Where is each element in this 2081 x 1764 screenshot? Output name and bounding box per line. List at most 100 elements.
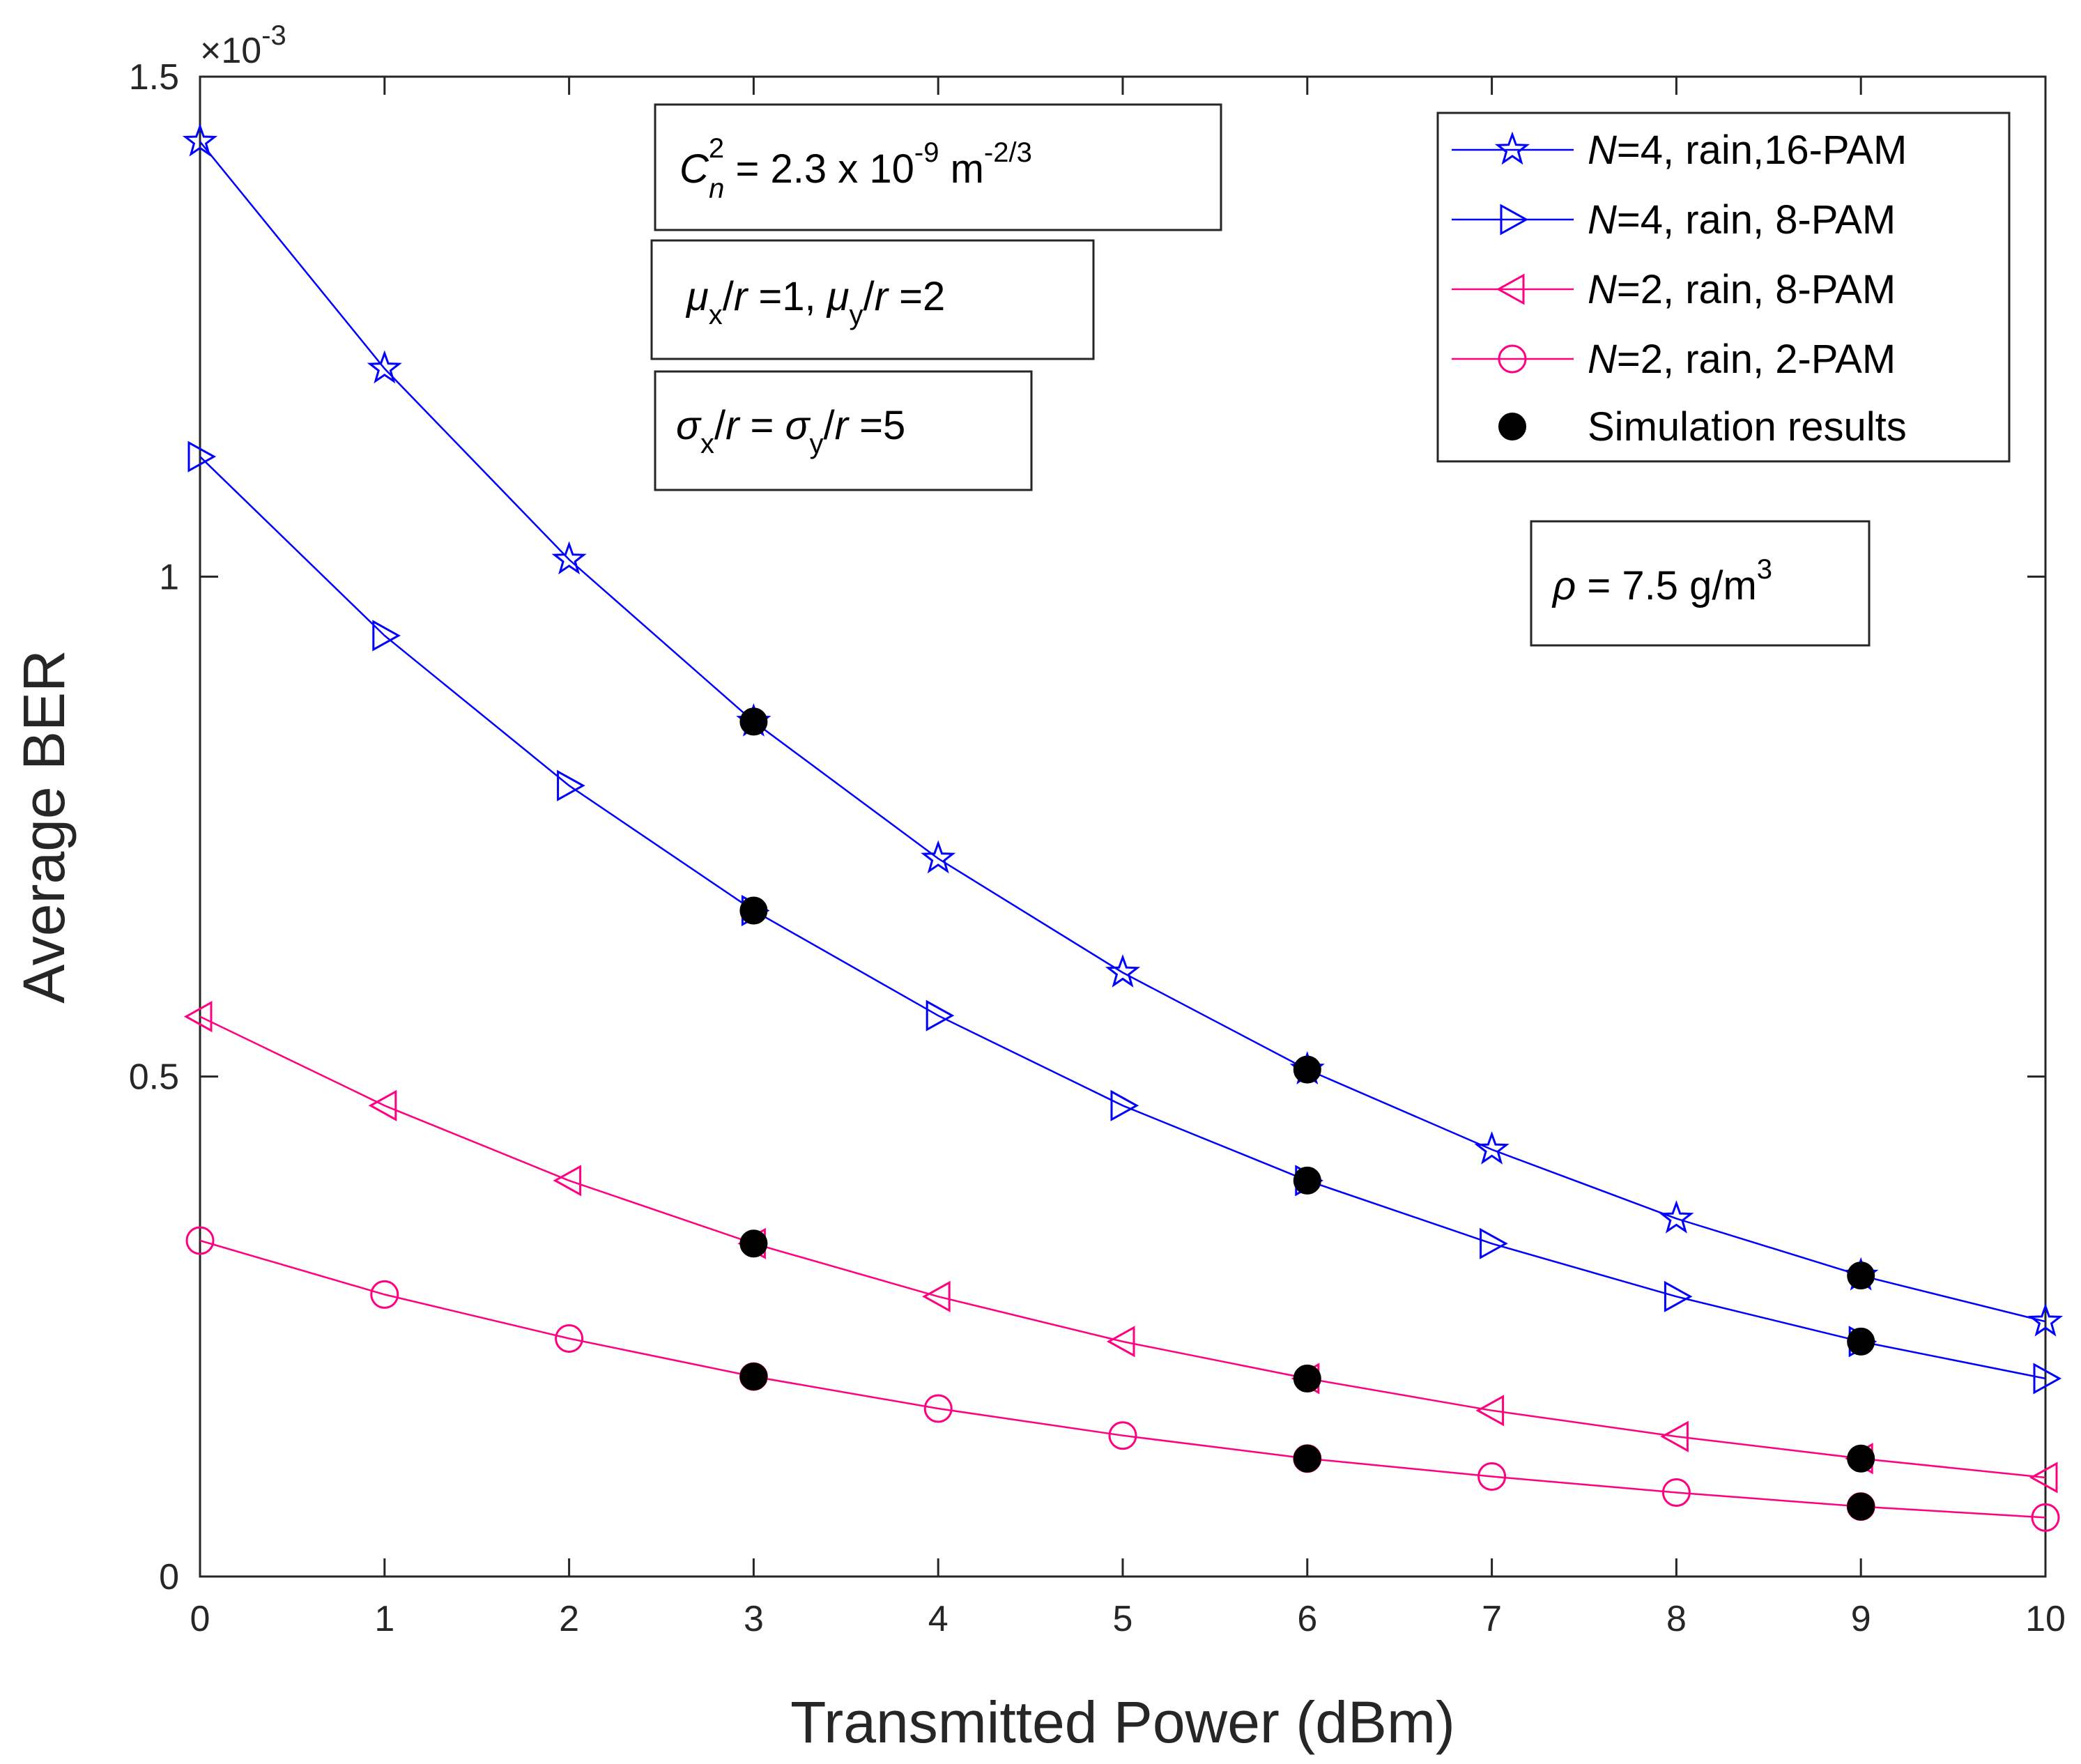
annotation-cn2: C2 n = 2.3 x 10-9 m-2/3 (654, 103, 1222, 231)
mu-y-sub: y (850, 300, 863, 330)
series-point (2033, 1363, 2062, 1395)
series-point (1664, 1280, 1693, 1312)
series-point (1475, 1395, 1505, 1427)
y-scale-factor: ×10-3 (200, 20, 286, 71)
mu-r: r (734, 274, 749, 319)
legend-label: N=2, rain, 8-PAM (1588, 267, 1896, 312)
series-point (182, 123, 218, 157)
sigma-r-2: r (835, 403, 850, 448)
series-point (368, 1089, 397, 1121)
series-point (926, 999, 955, 1031)
series-point (2029, 1462, 2058, 1494)
legend-label: N=4, rain,16-PAM (1588, 128, 1907, 173)
mu-y-symbol: μ (826, 274, 850, 319)
x-axis-title: Transmitted Power (dBm) (790, 1689, 1455, 1755)
series-point (922, 1280, 951, 1312)
mu-x-symbol: μ (685, 274, 709, 319)
series-point (555, 1324, 584, 1353)
mu-eq1: =1, (747, 274, 827, 319)
annotation-rho: ρ = 7.5 g/m3 (1530, 520, 1871, 647)
series-point (1105, 954, 1141, 988)
simulation-point (739, 1229, 768, 1258)
axis-ticks (199, 75, 2047, 1578)
legend-marker (1496, 273, 1525, 305)
series-point (553, 1165, 582, 1197)
sigma-slash-2: / (824, 403, 836, 448)
sigma-x-symbol: σ (676, 403, 702, 448)
cn2-sub: n (709, 174, 724, 204)
y-tick-label: 1 (159, 557, 179, 597)
x-tick-label: 6 (1297, 1599, 1317, 1639)
legend-rest: =2, rain, 2-PAM (1617, 337, 1896, 382)
series-point (183, 1001, 213, 1033)
x-tick-label: 4 (928, 1599, 949, 1639)
mu-r-2: r (875, 274, 890, 319)
legend-marker-simulation (1498, 413, 1526, 440)
series-point (1660, 1420, 1689, 1452)
series-2 (183, 1001, 2058, 1494)
x-tick-label: 2 (559, 1599, 579, 1639)
rho-text: = 7.5 g/m (1576, 563, 1757, 608)
mu-slash-2: / (863, 274, 875, 319)
sigma-y-symbol: σ (785, 403, 811, 448)
legend-var: N (1588, 128, 1617, 173)
series-point (372, 620, 401, 652)
x-tick-label: 7 (1482, 1599, 1502, 1639)
x-tick-label: 1 (374, 1599, 394, 1639)
series-point (1110, 1089, 1139, 1121)
series-point (370, 1280, 399, 1309)
legend-label: N=2, rain, 2-PAM (1588, 337, 1896, 382)
rho-symbol: ρ (1551, 563, 1576, 608)
y-axis-title: Average BER (11, 650, 77, 1003)
sigma-end: =5 (848, 403, 905, 448)
sigma-slash: / (714, 403, 726, 448)
mu-eq2: =2 (888, 274, 945, 319)
series-point (923, 1394, 953, 1423)
legend-marker (1498, 344, 1527, 374)
legend-marker (1494, 131, 1530, 165)
legend-box (1436, 112, 2011, 463)
annotation-mu: μx/r =1, μy/r =2 (650, 239, 1095, 360)
rho-exp: 3 (1757, 554, 1772, 585)
svg-text:σx/r = σy/r =5: σx/r = σy/r =5 (676, 403, 905, 459)
simulation-point (1293, 1166, 1321, 1195)
legend-item: N=2, rain, 2-PAM (1452, 337, 1896, 382)
series-point (185, 1226, 215, 1255)
series-point (1106, 1326, 1135, 1358)
y-scale-text: ×10 (200, 31, 261, 71)
annotation-sigma: σx/r = σy/r =5 (654, 370, 1033, 491)
simulation-point (1293, 1444, 1321, 1473)
series-point (1477, 1462, 1507, 1491)
legend-label-simulation: Simulation results (1588, 404, 1907, 450)
mu-x-sub: x (709, 300, 723, 330)
cn2-unit: m (939, 146, 983, 192)
series-point (2027, 1303, 2064, 1337)
series-point (1108, 1421, 1137, 1450)
legend-marker (1500, 204, 1529, 236)
series-line (199, 141, 2046, 1323)
series-point (187, 440, 217, 473)
series-point (921, 840, 956, 874)
svg-text:μx/r =1, μy/r =2: μx/r =1, μy/r =2 (685, 274, 945, 330)
legend-var: N (1588, 267, 1617, 312)
cn2-exp: -9 (914, 137, 939, 168)
series-point (2031, 1503, 2060, 1532)
simulation-point (1847, 1327, 1875, 1356)
cn2-unit-exp: -2/3 (984, 137, 1032, 168)
y-tick-labels: 0 0.5 1 1.5 (129, 57, 179, 1597)
cn2-base: C (679, 146, 709, 192)
legend-item: N=4, rain,16-PAM (1452, 128, 1907, 173)
simulation-point (739, 896, 768, 925)
x-tick-label: 9 (1851, 1599, 1871, 1639)
series-point (367, 350, 402, 384)
series-point (1659, 1199, 1694, 1234)
series-point (1480, 1227, 1508, 1259)
simulation-point (1293, 1055, 1321, 1084)
legend-var: N (1588, 337, 1617, 382)
simulation-point (739, 707, 768, 736)
series-point (557, 769, 585, 802)
sigma-eq: = (739, 403, 785, 448)
simulation-point (1847, 1261, 1875, 1290)
